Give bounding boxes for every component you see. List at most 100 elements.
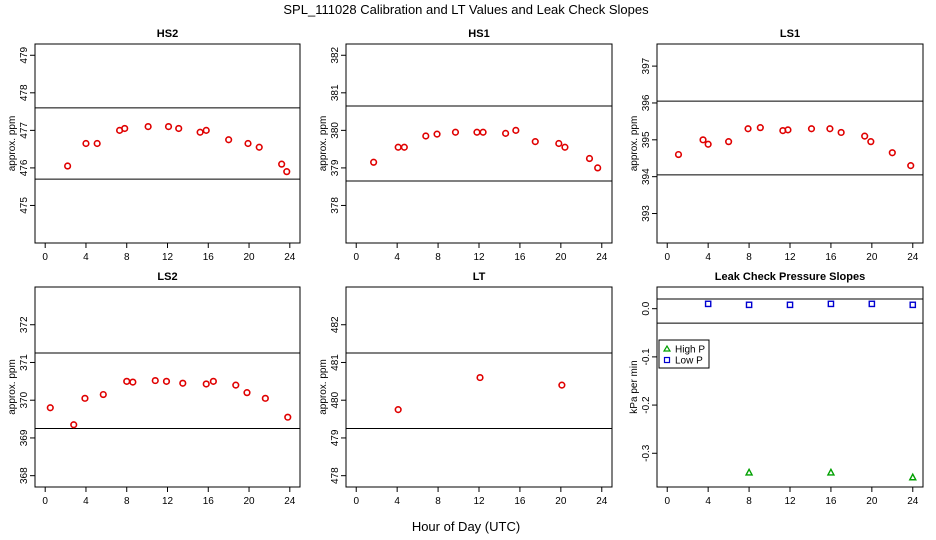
data-point: [225, 136, 233, 144]
data-point-low-p: [909, 301, 917, 309]
panel-leak-check-pressure-slopes: Leak Check Pressure Slopes 0 4 8 12 16 20 24 0.0…: [629, 271, 924, 507]
data-point: [278, 160, 286, 168]
x-tick-label: 12: [162, 252, 174, 263]
legend-label: High P: [675, 345, 705, 356]
x-tick-label: 20: [555, 252, 567, 263]
y-axis-label: approx. ppm: [318, 359, 329, 415]
data-point: [81, 394, 89, 402]
y-tick-label: 394: [641, 168, 652, 185]
data-point-low-p: [786, 301, 794, 309]
data-point: [196, 128, 204, 136]
data-point: [674, 150, 683, 159]
x-tick-label: 0: [42, 252, 48, 263]
data-point: [244, 139, 252, 148]
y-tick-label: 380: [330, 122, 341, 139]
x-tick-label: 16: [514, 496, 526, 507]
plot-frame: [345, 286, 613, 488]
data-point: [202, 126, 210, 134]
data-point: [473, 128, 481, 136]
plot-frame: [34, 286, 301, 488]
y-tick-label: 397: [641, 57, 652, 74]
data-point: [232, 381, 240, 389]
data-point: [243, 389, 251, 397]
data-point: [561, 143, 569, 151]
y-tick-label: 368: [19, 467, 30, 484]
y-tick-label: -0.1: [641, 348, 652, 366]
data-point: [64, 162, 72, 170]
plot-frame: [656, 286, 924, 488]
y-axis-label: approx. ppm: [7, 359, 18, 415]
data-point: [82, 139, 90, 148]
figure-title: SPL_111028 Calibration and LT Values and…: [283, 2, 649, 17]
data-point-low-p: [704, 300, 712, 308]
x-tick-label: 8: [746, 252, 752, 263]
x-tick-label: 12: [784, 252, 796, 263]
x-tick-label: 16: [514, 252, 526, 263]
data-point: [121, 124, 129, 133]
x-axis-title: Hour of Day (UTC): [412, 519, 520, 534]
data-point: [394, 143, 402, 151]
panel-hs1: HS1 0 4 8 12 16 20 24 378 379 380 381 382 approx. ppm: [318, 28, 613, 263]
panel-title: LS1: [780, 28, 800, 40]
panel-title: HS2: [157, 28, 178, 40]
x-tick-label: 12: [473, 496, 485, 507]
data-point: [283, 168, 291, 176]
panel-ls1: LS1 0 4 8 12 16 20 24 393 394 395 396 397 approx. ppm: [629, 28, 924, 263]
x-tick-label: 0: [353, 252, 359, 263]
x-tick-label: 4: [394, 496, 400, 507]
data-point: [261, 394, 269, 402]
y-axis-label: approx. ppm: [7, 116, 18, 172]
data-point: [451, 128, 460, 136]
y-tick-label: 372: [19, 316, 30, 333]
y-tick-label: 479: [19, 46, 30, 63]
y-tick-label: 478: [19, 84, 30, 101]
data-point: [433, 130, 441, 138]
y-tick-label: 475: [19, 197, 30, 214]
panel-hs2: HS2 0 4 8 12 16 20 24 475 476 477 478 479 approx. ppm: [7, 28, 301, 263]
y-tick-label: 482: [330, 316, 341, 333]
y-axis-label: approx. ppm: [629, 116, 640, 172]
y-tick-label: 478: [330, 467, 341, 484]
y-tick-label: 370: [19, 391, 30, 408]
data-point: [558, 381, 566, 389]
y-tick-label: 381: [330, 84, 341, 101]
data-point: [531, 138, 539, 146]
data-point-low-p: [868, 300, 876, 308]
data-point: [867, 138, 875, 146]
x-tick-label: 0: [664, 252, 670, 263]
data-point: [175, 124, 183, 133]
data-point: [400, 143, 408, 151]
x-tick-label: 20: [555, 496, 567, 507]
data-point: [422, 132, 430, 140]
x-tick-label: 20: [243, 252, 255, 263]
data-point: [907, 162, 915, 170]
x-tick-label: 24: [284, 252, 296, 263]
data-point: [209, 377, 217, 385]
y-tick-label: 395: [641, 131, 652, 148]
data-point: [476, 373, 484, 382]
plot-frame: [656, 43, 924, 244]
x-tick-label: 0: [353, 496, 359, 507]
data-point: [725, 138, 733, 146]
x-tick-label: 20: [243, 496, 255, 507]
x-tick-label: 8: [435, 252, 441, 263]
x-tick-label: 20: [866, 496, 878, 507]
y-tick-label: 0.0: [641, 301, 652, 315]
data-point: [479, 128, 487, 136]
panel-lt: LT 0 4 8 12 16 20 24 478 479 480 481 482 approx. ppm: [318, 271, 613, 507]
panel-title: HS1: [468, 28, 489, 40]
y-tick-label: 481: [330, 354, 341, 371]
data-point: [837, 128, 845, 137]
x-tick-label: 4: [705, 252, 711, 263]
plot-frame: [34, 43, 301, 244]
data-point: [699, 136, 707, 144]
x-tick-label: 4: [83, 252, 89, 263]
data-point: [99, 390, 107, 399]
y-tick-label: 371: [19, 354, 30, 371]
x-tick-label: 8: [435, 496, 441, 507]
x-tick-label: 16: [203, 252, 215, 263]
x-tick-label: 24: [907, 496, 919, 507]
panel-title: Leak Check Pressure Slopes: [715, 271, 865, 283]
y-axis-label: approx. ppm: [318, 116, 329, 172]
